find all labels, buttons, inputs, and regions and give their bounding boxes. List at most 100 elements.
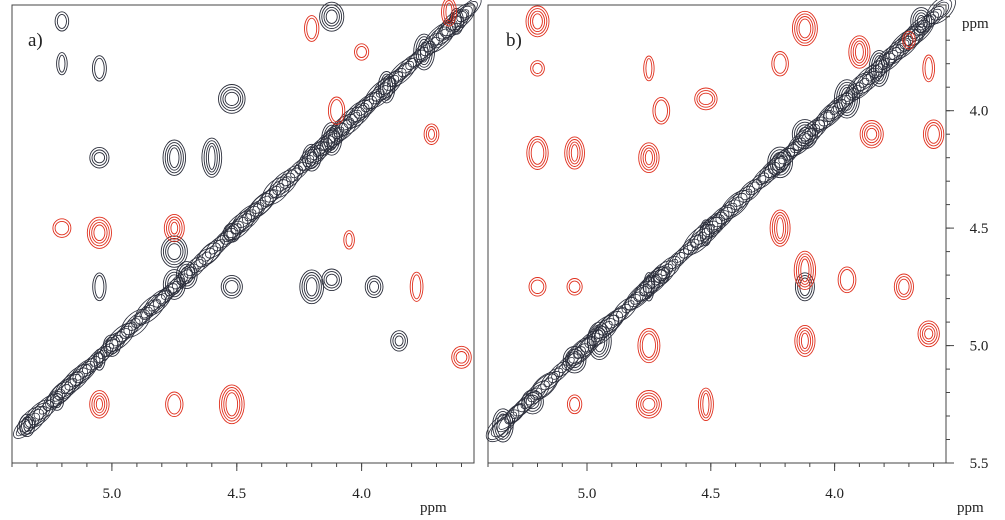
panel-b-diagonal-contour [657, 256, 681, 279]
panel-a-diagonal-contour [435, 19, 458, 42]
panel-a-diagonal-contour [133, 307, 153, 326]
panel-b-peak-positive [652, 266, 670, 284]
panel-b-peak-negative [697, 387, 714, 421]
panel-b-x-ticks: 5.0 4.5 4.0 [487, 462, 946, 502]
panel-b-peak-negative [848, 35, 871, 69]
panel-a-peak-negative [409, 271, 424, 302]
panel-a-peak-negative [89, 390, 110, 419]
panel-a-peak-negative [52, 218, 72, 238]
panel-b-diagonal-contour [682, 224, 715, 256]
panel-b-diagonal-contour [601, 314, 620, 332]
panel-a-peak-positive [93, 348, 106, 371]
panel-a-diagonal-contour [226, 213, 252, 239]
panel-b-peak-positive [643, 272, 655, 302]
panel-a-peak-positive [377, 71, 396, 104]
panel-a-diagonal-contour [61, 364, 92, 394]
panel-a-diagonal-contour [74, 363, 93, 381]
panel-a-peak-negative [165, 391, 184, 418]
panel-b-diagonal-contour [527, 383, 547, 403]
panel-b-diagonal-contour [593, 321, 613, 340]
panel-b-diagonal-contour [790, 131, 813, 154]
panel-b-diagonal-contour [903, 15, 935, 46]
panel-b-label: b) [506, 30, 522, 51]
panel-a-diagonal-contour [19, 409, 44, 433]
panel-a-diagonal-contour [24, 399, 54, 429]
panel-b-diagonal-contour [733, 188, 752, 207]
panel-a-diagonal-contour [209, 238, 226, 255]
panel-a-diagonal-contour [31, 406, 48, 422]
panel-a-peak-positive [160, 235, 188, 268]
panel-a-diagonal-contour [54, 371, 84, 401]
panel-a-peak-negative [441, 0, 457, 27]
panel-a-diagonal-contour [161, 277, 185, 300]
panel-a-peak-positive [319, 1, 345, 32]
panel-b-peak-negative [793, 250, 817, 291]
panel-b-peak-negative [564, 136, 585, 170]
panel-a-peak-positive [175, 261, 198, 290]
panel-a-diagonal-contour [423, 21, 456, 54]
panel-a-peak-negative [423, 123, 440, 145]
panel-b-peak-negative [917, 320, 940, 348]
panel-b-y-tick-label: 4.0 [970, 104, 989, 120]
panel-b-peak-negative [635, 390, 662, 419]
panel-a-diagonal-contour [246, 189, 277, 220]
panel-a-diagonal-contour [285, 157, 312, 183]
panel-b-peak-negative [530, 60, 545, 77]
panel-b-diagonal-contour [852, 64, 883, 94]
panel-b-peak-negative [769, 209, 791, 247]
panel-b-y-tick-label: 4.5 [970, 221, 989, 237]
panel-a-peak-positive [321, 268, 343, 292]
panel-a-diagonal-contour [456, 0, 482, 22]
panel-a-peak-positive [92, 272, 107, 302]
panel-a-peak-positive [220, 274, 243, 299]
panel-a-diagonal-contour [46, 378, 77, 408]
panel-a-frame [11, 4, 475, 464]
panel-a-diagonal [13, 0, 482, 439]
panel-a-diagonal-contour [279, 165, 304, 189]
panel-a-peak-negative [451, 345, 472, 369]
panel-a-x-tick-label: 4.5 [227, 486, 246, 502]
panel-b-peak-negative [922, 54, 936, 83]
panel-a-diagonal-contour [224, 210, 255, 241]
panel-a-diagonal-contour [120, 308, 151, 338]
panel-b-diagonal-contour [598, 311, 623, 336]
panel-b-peak-positive [910, 7, 933, 36]
panel-b-diagonal-contour [540, 367, 564, 391]
panel-a-peak-positive [56, 52, 68, 76]
panel-a-diagonal-contour [230, 203, 263, 235]
panel-b-diagonal-contour [561, 346, 586, 370]
panel-b-diagonal-contour [888, 28, 921, 61]
panel-a-diagonal-contour [134, 294, 167, 325]
panel-b-diagonal-contour [801, 127, 817, 143]
panel-b-diagonal-contour [807, 119, 826, 137]
panel-b-peak-negative [794, 324, 816, 357]
panel-a-peak-negative [327, 96, 346, 125]
panel-a-peak-positive [102, 334, 121, 357]
panel-a-peak-positive [89, 146, 110, 169]
panel-b-diagonal-contour [792, 119, 825, 151]
panel-b-diagonal-contour [505, 404, 525, 424]
panel-b-peaks [492, 5, 945, 443]
panel-a-peak-positive [302, 143, 322, 172]
panel-a-diagonal-contour [16, 406, 47, 436]
panel-a-peak-positive [91, 55, 107, 82]
panel-b-peak-negative [526, 136, 549, 170]
panel-b-peak-positive [587, 321, 612, 361]
panel-a-peak-negative [354, 43, 370, 61]
panel-a-diagonal-contour [335, 106, 366, 136]
panel-b-peak-negative [902, 30, 916, 50]
panel-b-x-tick-label: 4.5 [701, 486, 720, 502]
panel-b-diagonal-contour [689, 217, 723, 249]
panel-b-diagonal-contour [621, 291, 644, 314]
panel-b-peak-negative [791, 10, 818, 47]
panel-b-y-tick-label: 5.0 [970, 339, 989, 355]
panel-b-x-tick-label: 5.0 [578, 486, 597, 502]
panel-b-diagonal-contour [612, 297, 638, 322]
panel-b-peak-positive [699, 219, 713, 247]
panel-b-peak-positive [833, 79, 861, 119]
panel-b-diagonal-contour [804, 116, 828, 140]
panel-a-diagonal-contour [272, 172, 296, 196]
panel-b-peak-positive [562, 346, 587, 374]
panel-a-peak-positive [364, 275, 384, 299]
